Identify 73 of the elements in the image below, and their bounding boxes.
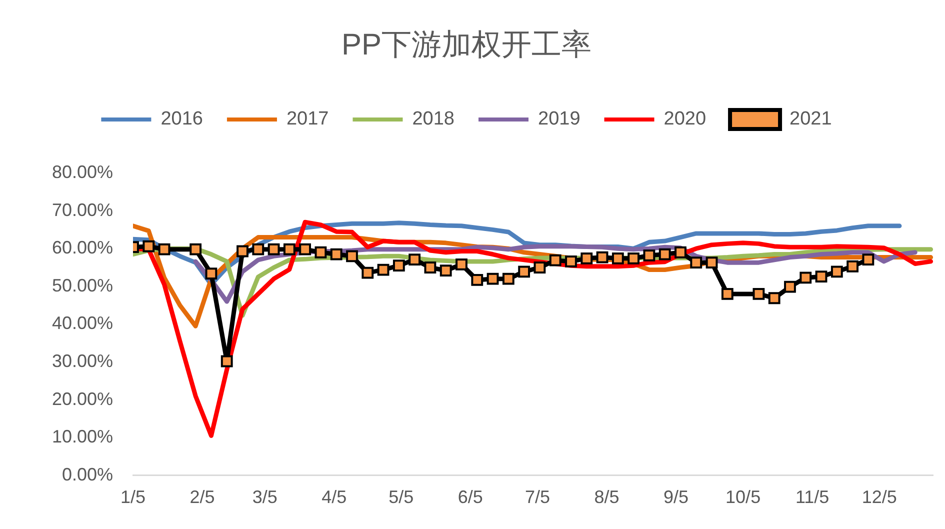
point: [283, 243, 296, 256]
y-tick-label: 70.00%: [52, 200, 113, 220]
y-tick-label: 50.00%: [52, 275, 113, 296]
point: [456, 258, 468, 270]
point: [252, 243, 264, 256]
point: [346, 250, 358, 262]
point: [268, 243, 280, 256]
point: [706, 256, 718, 269]
point: [330, 248, 342, 260]
point: [534, 262, 546, 274]
x-tick-label: 12/5: [862, 487, 897, 508]
point: [846, 260, 859, 272]
x-tick-label: 8/5: [594, 487, 620, 508]
y-tick-label: 30.00%: [52, 350, 113, 371]
point: [658, 248, 671, 260]
point: [205, 268, 218, 280]
x-tick-label: 11/5: [795, 487, 830, 508]
point: [752, 288, 765, 300]
point: [549, 254, 562, 266]
point: [862, 254, 874, 266]
point: [721, 288, 734, 300]
point: [768, 292, 780, 304]
point: [392, 260, 405, 272]
point: [830, 266, 843, 278]
legend-label: 2020: [664, 108, 706, 130]
point: [362, 266, 374, 279]
y-tick-label: 20.00%: [52, 388, 113, 409]
point: [314, 246, 327, 258]
x-tick-label: 1/5: [120, 487, 146, 508]
point: [424, 262, 436, 274]
point: [236, 245, 248, 258]
y-tick-label: 40.00%: [52, 313, 113, 334]
point: [158, 243, 170, 256]
point: [612, 252, 624, 264]
point: [800, 272, 812, 284]
legend-label: 2021: [790, 108, 832, 130]
point: [377, 264, 390, 276]
y-tick-label: 60.00%: [52, 238, 113, 258]
x-tick-label: 4/5: [322, 487, 347, 508]
point: [220, 355, 233, 368]
point: [408, 254, 421, 266]
point: [643, 249, 656, 262]
point: [815, 270, 828, 283]
y-tick-label: 80.00%: [52, 162, 113, 182]
point: [518, 266, 530, 278]
point: [471, 274, 484, 286]
point: [628, 252, 640, 264]
point: [565, 256, 577, 268]
point: [440, 264, 452, 276]
x-tick-label: 2/5: [190, 487, 215, 508]
x-tick-label: 5/5: [388, 487, 414, 508]
x-tick-label: 6/5: [458, 487, 483, 508]
legend-label: 2019: [538, 108, 580, 130]
y-tick-label: 0.00%: [62, 464, 113, 484]
point: [596, 251, 608, 264]
x-tick-label: 3/5: [252, 487, 278, 508]
legend-label: 2017: [286, 108, 329, 130]
point: [190, 243, 202, 256]
point: [486, 272, 499, 285]
chart-title: PP下游加权开工率: [341, 28, 592, 62]
y-tick-label: 10.00%: [52, 426, 113, 447]
point: [784, 280, 796, 293]
x-tick-label: 7/5: [524, 487, 550, 508]
point: [690, 256, 702, 269]
point: [674, 246, 686, 258]
point: [299, 243, 312, 256]
x-tick-label: 10/5: [726, 487, 761, 508]
legend-label: 2016: [160, 108, 203, 130]
legend-label: 2018: [412, 108, 455, 130]
point: [142, 240, 155, 252]
x-tick-label: 9/5: [664, 487, 689, 508]
point: [580, 252, 593, 264]
point: [502, 272, 514, 285]
